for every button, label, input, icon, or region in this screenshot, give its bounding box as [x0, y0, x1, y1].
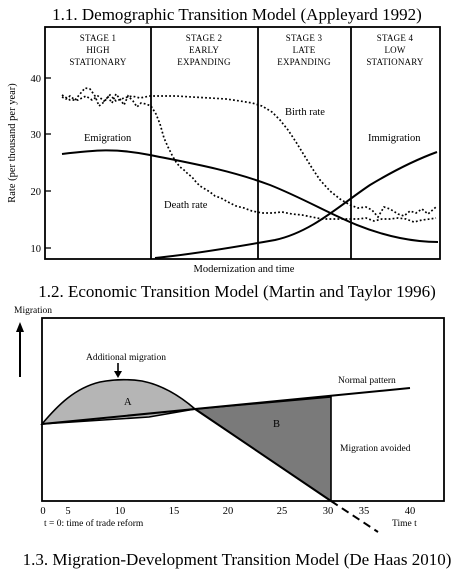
ytick-label-20: 20	[31, 187, 42, 198]
stage-1-line2: HIGH	[86, 45, 110, 55]
panel2-chart: Migration Additional migration A B Norma…	[14, 306, 445, 533]
trade-reform-note: t = 0: time of trade reform	[44, 518, 144, 529]
migration-avoided-label: Migration avoided	[340, 444, 411, 454]
xtick-20: 20	[223, 506, 234, 517]
panel2-x-ticks: 0 5 10 15 20 25 30 35 40	[40, 506, 415, 517]
panel2-title: 1.2. Economic Transition Model (Martin a…	[38, 282, 435, 301]
panel1-frame	[44, 26, 441, 260]
panel1-y-axis-label: Rate (per thousand per year)	[7, 83, 18, 203]
xtick-30: 30	[323, 506, 334, 517]
ytick-label-40: 40	[31, 74, 42, 85]
stage-4-line3: STATIONARY	[366, 57, 424, 67]
xtick-40: 40	[405, 506, 416, 517]
stage-header-3: STAGE 3 LATE EXPANDING	[277, 33, 331, 67]
area-b-label: B	[273, 419, 280, 430]
normal-pattern-label: Normal pattern	[338, 376, 396, 386]
panel1-title: 1.1. Demographic Transition Model (Apple…	[52, 5, 422, 24]
xtick-35: 35	[359, 506, 370, 517]
down-arrow-icon	[114, 371, 122, 378]
projected-decline-line	[330, 500, 379, 533]
panel1-y-ticks: 40 30 20 10	[31, 74, 51, 255]
stage-4-line1: STAGE 4	[377, 33, 414, 43]
stage-1-line3: STATIONARY	[69, 57, 127, 67]
panel1-x-axis-label: Modernization and time	[194, 264, 295, 275]
panel3-title: 1.3. Migration-Development Transition Mo…	[23, 550, 452, 569]
death-rate-label: Death rate	[164, 200, 208, 211]
panel1-chart: STAGE 1 HIGH STATIONARY STAGE 2 EARLY EX…	[7, 26, 441, 275]
additional-migration-label: Additional migration	[86, 353, 166, 363]
emigration-label: Emigration	[84, 133, 132, 144]
up-arrow-icon	[16, 322, 24, 332]
stage-4-line2: LOW	[384, 45, 405, 55]
stage-header-2: STAGE 2 EARLY EXPANDING	[177, 33, 231, 67]
xtick-25: 25	[277, 506, 288, 517]
stage-3-line2: LATE	[293, 45, 316, 55]
stage-2-line2: EARLY	[189, 45, 219, 55]
normal-pattern-line	[41, 387, 411, 425]
panel2-x-axis-label: Time t	[392, 519, 417, 529]
stage-header-1: STAGE 1 HIGH STATIONARY	[69, 33, 127, 67]
birth-rate-curve	[61, 93, 437, 219]
area-b	[192, 396, 332, 503]
xtick-5: 5	[65, 506, 70, 517]
immigration-label: Immigration	[368, 133, 421, 144]
panel2-y-axis-label: Migration	[14, 306, 52, 316]
ytick-label-30: 30	[31, 130, 42, 141]
immigration-curve	[154, 151, 438, 259]
emigration-curve	[61, 149, 439, 243]
panel2-frame	[41, 317, 445, 502]
stage-3-line1: STAGE 3	[286, 33, 323, 43]
stage-header-4: STAGE 4 LOW STATIONARY	[366, 33, 424, 67]
ytick-label-10: 10	[31, 244, 42, 255]
migration-decline-line	[194, 408, 332, 502]
area-a-label: A	[124, 397, 132, 408]
stage-2-line1: STAGE 2	[186, 33, 222, 43]
stage-3-line3: EXPANDING	[277, 57, 331, 67]
xtick-0: 0	[40, 506, 45, 517]
stage-1-line1: STAGE 1	[80, 33, 116, 43]
xtick-15: 15	[169, 506, 180, 517]
stage-2-line3: EXPANDING	[177, 57, 231, 67]
birth-rate-label: Birth rate	[285, 107, 325, 118]
xtick-10: 10	[115, 506, 126, 517]
death-rate-curve	[61, 87, 437, 223]
